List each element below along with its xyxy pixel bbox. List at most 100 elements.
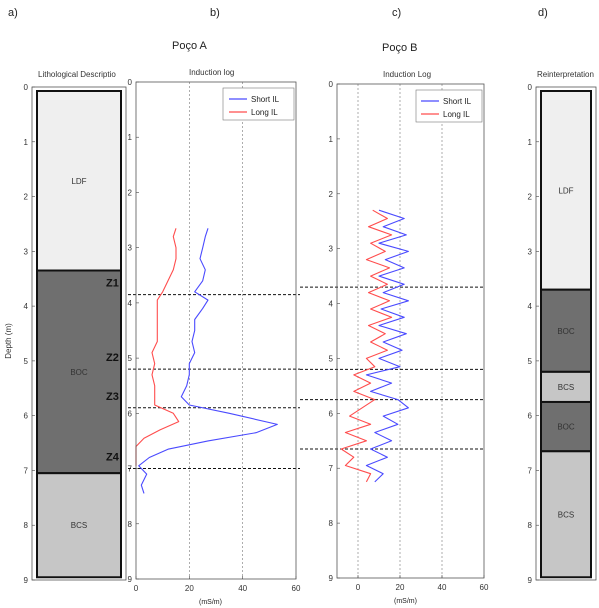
depth-tick-label: 5 [528,357,533,366]
short-il-line [138,228,278,494]
panel-d-frame [535,86,597,581]
depth-tick-label: 9 [128,575,133,584]
lithology-unit-label: BOC [557,327,575,336]
panel-b-zone-lines: Z1 Z2 Z3 Z4 [106,278,300,470]
panel-label-a: a) [8,7,18,19]
panel-a-units: LDF BOC BCS [36,90,122,579]
induction-log-panel-c: Induction Log 0 1 2 3 4 5 6 7 8 9 0 20 40 60 Short I… [300,70,489,605]
depth-tick-label: 8 [528,521,533,530]
lithology-panel-d: Reinterpretation 0 1 2 3 4 5 6 7 8 9 LDF BOC BCS BOC… [528,70,597,585]
depth-tick-label: 6 [24,412,29,421]
panel-c-legend-long: Long IL [443,110,470,119]
panel-d-title: Reinterpretation [537,70,594,79]
lithology-unit-boc [540,400,592,453]
lithology-unit-bcs [540,450,592,579]
x-tick-label: 40 [238,584,247,593]
lithology-unit-bcs [540,370,592,403]
x-tick-label: 0 [356,583,361,592]
lithology-unit-boc [36,269,122,475]
panel-b-x-axis-label: (mS/m) [199,599,222,606]
depth-tick-label: 0 [528,83,533,92]
panel-b-x-ticks: 0 20 40 60 [134,576,301,593]
lithology-unit-ldf [36,90,122,272]
x-tick-label: 20 [185,584,194,593]
well-b-title: Poço B [382,42,417,54]
lithology-unit-label: BCS [71,521,87,530]
lithology-panel-a: Lithological Descriptio Depth (m) 0 1 2 3 4 5… [4,70,127,585]
depth-tick-label: 0 [24,83,29,92]
x-tick-label: 20 [396,583,405,592]
depth-tick-label: 8 [24,521,29,530]
zone-label: Z4 [106,452,120,464]
panel-b-grid [189,82,243,579]
panel-a-frame [31,86,127,581]
depth-tick-label: 9 [329,574,334,583]
depth-tick-label: 7 [528,466,533,475]
lithology-unit-bcs [36,472,122,579]
panel-b-series [135,228,278,494]
panel-c-boundary-lines [300,286,484,450]
depth-tick-label: 1 [528,138,533,147]
depth-tick-label: 3 [128,244,133,253]
depth-tick-label: 8 [128,520,133,529]
zone-label: Z1 [106,278,119,290]
x-tick-label: 60 [480,583,489,592]
panel-d-depth-ticks: 0 1 2 3 4 5 6 7 8 9 [528,83,539,585]
panel-b-legend-short: Short IL [251,95,280,104]
depth-tick-label: 1 [329,135,334,144]
panel-c-series [340,209,409,483]
depth-tick-label: 4 [128,299,133,308]
depth-tick-label: 3 [329,245,334,254]
depth-tick-label: 3 [24,247,29,256]
panel-a-title: Lithological Descriptio [38,70,116,79]
panel-b-legend-long: Long IL [251,108,278,117]
panel-c-legend-box [415,89,483,123]
panel-label-d: d) [538,7,548,19]
depth-tick-label: 2 [528,193,533,202]
zone-label: Z2 [106,352,119,364]
depth-axis-label: Depth (m) [4,323,13,359]
depth-tick-label: 5 [128,354,133,363]
depth-tick-label: 9 [24,576,29,585]
depth-tick-label: 5 [24,357,29,366]
panel-b-legend-box [222,87,295,121]
lithology-unit-label: BCS [558,510,574,519]
panel-c-legend: Short IL Long IL [415,89,483,123]
panel-c-grid [357,84,443,578]
panel-b-frame [135,81,297,580]
panel-a-depth-ticks: 0 1 2 3 4 5 6 7 8 9 [24,83,35,585]
lithology-unit-label: LDF [71,177,86,186]
lithology-unit-boc [540,288,592,373]
depth-tick-label: 4 [528,302,533,311]
lithology-unit-label: BOC [70,368,88,377]
lithology-unit-label: LDF [558,186,573,195]
x-tick-label: 60 [292,584,301,593]
panel-c-x-axis-label: (mS/m) [394,598,417,605]
depth-tick-label: 2 [329,190,334,199]
short-il-line [365,209,409,483]
well-a-title: Poço A [172,40,208,52]
panel-c-title: Induction Log [383,70,431,79]
depth-tick-label: 7 [24,466,29,475]
long-il-line [340,209,393,483]
x-tick-label: 40 [438,583,447,592]
depth-tick-label: 7 [329,464,334,473]
depth-tick-label: 0 [329,80,334,89]
depth-tick-label: 2 [24,193,29,202]
lithology-unit-label: BOC [557,423,575,432]
depth-tick-label: 1 [128,133,133,142]
panel-b-legend: Short IL Long IL [222,87,295,121]
depth-tick-label: 6 [329,409,334,418]
depth-tick-label: 6 [128,409,133,418]
depth-tick-label: 6 [528,412,533,421]
long-il-line [135,228,180,466]
depth-tick-label: 9 [528,576,533,585]
panel-label-b: b) [210,7,220,19]
x-tick-label: 0 [134,584,139,593]
panel-c-frame [336,83,485,579]
zone-label: Z3 [106,391,119,403]
depth-tick-label: 4 [24,302,29,311]
